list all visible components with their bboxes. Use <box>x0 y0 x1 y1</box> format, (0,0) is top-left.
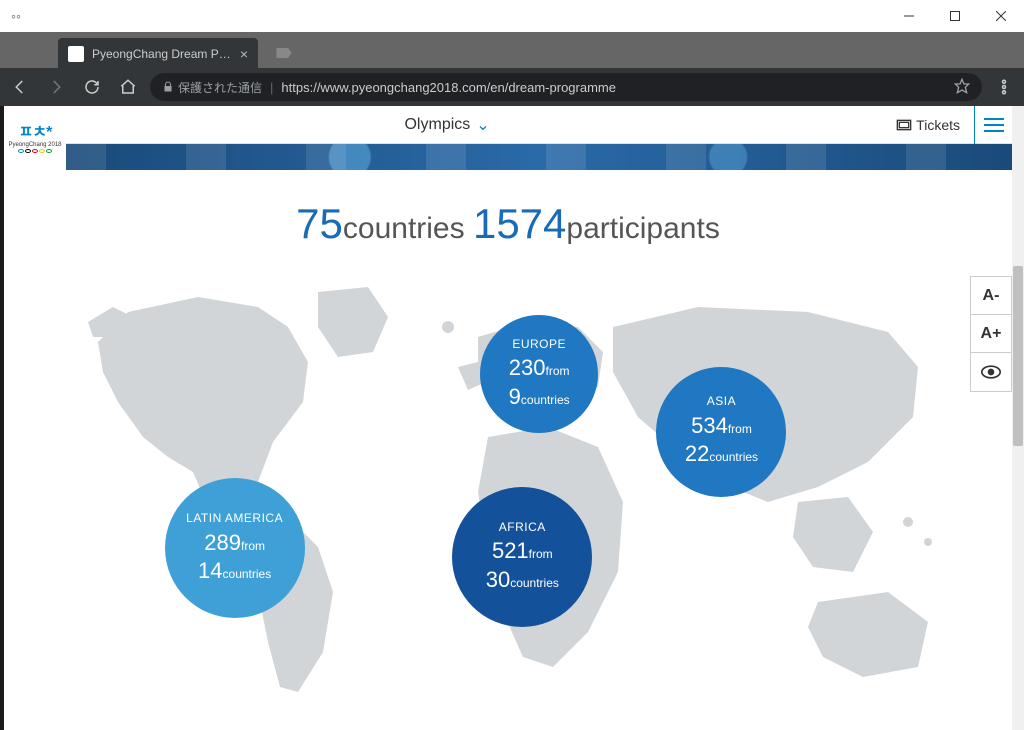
tickets-link[interactable]: Tickets <box>890 117 966 133</box>
secure-label: 保護された通信 <box>178 79 262 96</box>
tab-favicon <box>68 46 84 62</box>
reload-button[interactable] <box>78 73 106 101</box>
browser-tab[interactable]: PyeongChang Dream Pr... × <box>58 38 258 68</box>
region-participants: 534from <box>691 412 752 441</box>
region-bubble-latin: LATIN AMERICA 289from14countries <box>165 478 305 618</box>
region-participants: 521from <box>492 537 553 566</box>
region-name: ASIA <box>707 394 736 410</box>
region-name: EUROPE <box>512 337 566 353</box>
page-viewport: ㅍㅊ* PyeongChang 2018 Olympics ⌄ Tickets … <box>4 106 1012 730</box>
hero-banner <box>66 144 1012 170</box>
region-countries: 22countries <box>685 440 758 469</box>
region-participants: 289from <box>204 529 265 558</box>
region-countries: 14countries <box>198 557 271 586</box>
chevron-down-icon: ⌄ <box>476 115 489 135</box>
menu-button[interactable] <box>974 106 1012 144</box>
browser-menu-button[interactable] <box>990 73 1018 101</box>
region-countries: 9countries <box>509 383 570 412</box>
region-bubble-africa: AFRICA521from30countries <box>452 487 592 627</box>
browser-toolbar: 保護された通信 | https://www.pyeongchang2018.co… <box>0 68 1024 106</box>
new-tab-button[interactable] <box>270 41 298 65</box>
site-logo[interactable]: ㅍㅊ* PyeongChang 2018 <box>4 106 66 162</box>
tab-title: PyeongChang Dream Pr... <box>92 47 232 61</box>
region-name: AFRICA <box>499 520 546 536</box>
window-minimize-button[interactable] <box>886 0 932 32</box>
lock-icon: 保護された通信 <box>162 79 262 96</box>
page-scrollbar[interactable] <box>1012 106 1024 730</box>
olympic-rings-icon <box>18 149 52 153</box>
app-icon: ◦◦ <box>0 0 32 32</box>
bookmark-star-icon[interactable] <box>954 78 970 97</box>
font-increase-button[interactable]: A+ <box>971 315 1011 353</box>
participants-count: 1574 <box>473 200 566 247</box>
world-map: LATIN AMERICA 289from14countries EUROPE230… <box>44 272 972 702</box>
contrast-toggle-button[interactable] <box>971 353 1011 391</box>
stats-headline: 75countries 1574participants <box>44 200 972 248</box>
address-bar[interactable]: 保護された通信 | https://www.pyeongchang2018.co… <box>150 73 982 101</box>
countries-count: 75 <box>296 200 343 247</box>
forward-button[interactable] <box>42 73 70 101</box>
ticket-icon <box>896 118 912 132</box>
window-close-button[interactable] <box>978 0 1024 32</box>
url-text: https://www.pyeongchang2018.com/en/dream… <box>281 80 616 95</box>
page-content: 75countries 1574participants <box>4 170 1012 730</box>
region-bubble-asia: ASIA 534from22countries <box>656 367 786 497</box>
region-name: LATIN AMERICA <box>186 511 283 527</box>
nav-dropdown[interactable]: Olympics ⌄ <box>4 115 890 135</box>
tab-close-button[interactable]: × <box>240 47 248 61</box>
back-button[interactable] <box>6 73 34 101</box>
home-button[interactable] <box>114 73 142 101</box>
font-decrease-button[interactable]: A- <box>971 277 1011 315</box>
site-header: ㅍㅊ* PyeongChang 2018 Olympics ⌄ Tickets <box>4 106 1012 144</box>
accessibility-panel: A- A+ <box>970 276 1012 392</box>
browser-tab-strip: PyeongChang Dream Pr... × <box>0 32 1024 68</box>
window-maximize-button[interactable] <box>932 0 978 32</box>
region-countries: 30countries <box>486 566 559 595</box>
scrollbar-thumb[interactable] <box>1013 266 1023 446</box>
region-participants: 230from <box>509 354 570 383</box>
window-titlebar: ◦◦ <box>0 0 1024 32</box>
region-bubble-europe: EUROPE230from9countries <box>480 315 598 433</box>
nav-label: Olympics <box>404 116 470 134</box>
stats-card: 75countries 1574participants <box>44 170 972 730</box>
